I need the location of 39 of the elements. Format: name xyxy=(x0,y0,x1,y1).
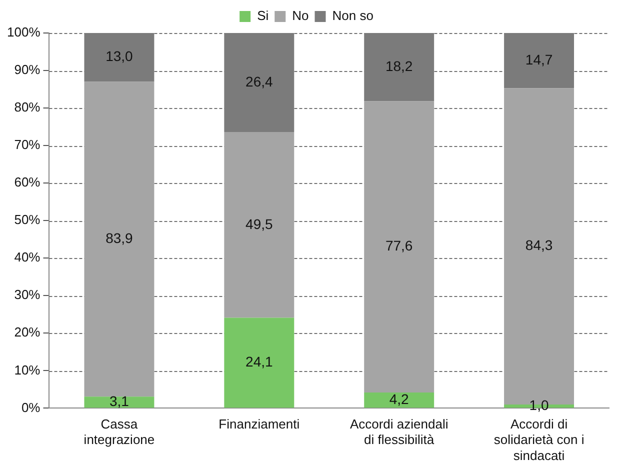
bar xyxy=(364,392,434,408)
y-tick-label: 100% xyxy=(7,24,41,40)
y-tick-label: 20% xyxy=(14,324,41,340)
data-label: 18,2 xyxy=(385,58,413,74)
y-tick-label: 10% xyxy=(14,362,41,378)
y-tick-label: 80% xyxy=(14,100,41,115)
data-label: 49,5 xyxy=(246,216,273,232)
y-tick-label: 40% xyxy=(14,250,41,265)
data-label: 13,0 xyxy=(106,48,134,64)
legend-label: Non so xyxy=(332,8,374,24)
x-tick-label: Accordi aziendali di flessibilità xyxy=(350,416,448,448)
data-label: 84,3 xyxy=(525,237,553,254)
data-label: 14,7 xyxy=(525,51,553,68)
y-tick-label: 60% xyxy=(14,174,41,190)
data-label: 26,4 xyxy=(246,73,273,90)
bar xyxy=(224,132,294,318)
bar xyxy=(84,33,154,82)
data-label: 77,6 xyxy=(385,238,413,254)
data-label: 24,1 xyxy=(246,354,273,370)
data-label: 4,2 xyxy=(389,390,410,407)
y-tick-label: 90% xyxy=(14,62,41,78)
data-label: 3,1 xyxy=(109,392,130,409)
legend-label: Si xyxy=(257,8,269,24)
bar xyxy=(364,101,434,392)
y-tick-label: 0% xyxy=(21,400,41,415)
bar xyxy=(504,33,574,88)
bar xyxy=(224,33,294,132)
x-tick-label: Cassa integrazione xyxy=(84,416,155,448)
y-tick-label: 70% xyxy=(14,137,41,152)
bar xyxy=(84,396,154,408)
bar xyxy=(84,82,154,397)
bar xyxy=(224,318,294,408)
bar xyxy=(364,33,434,102)
y-tick-label: 50% xyxy=(14,212,41,228)
y-tick-label: 30% xyxy=(14,287,41,302)
x-tick-label: Finanziamenti xyxy=(218,416,300,432)
x-tick-label: Accordi di solidarietà con i sindacati xyxy=(494,416,584,463)
data-label: 83,9 xyxy=(106,230,134,246)
legend-label: No xyxy=(292,8,309,24)
